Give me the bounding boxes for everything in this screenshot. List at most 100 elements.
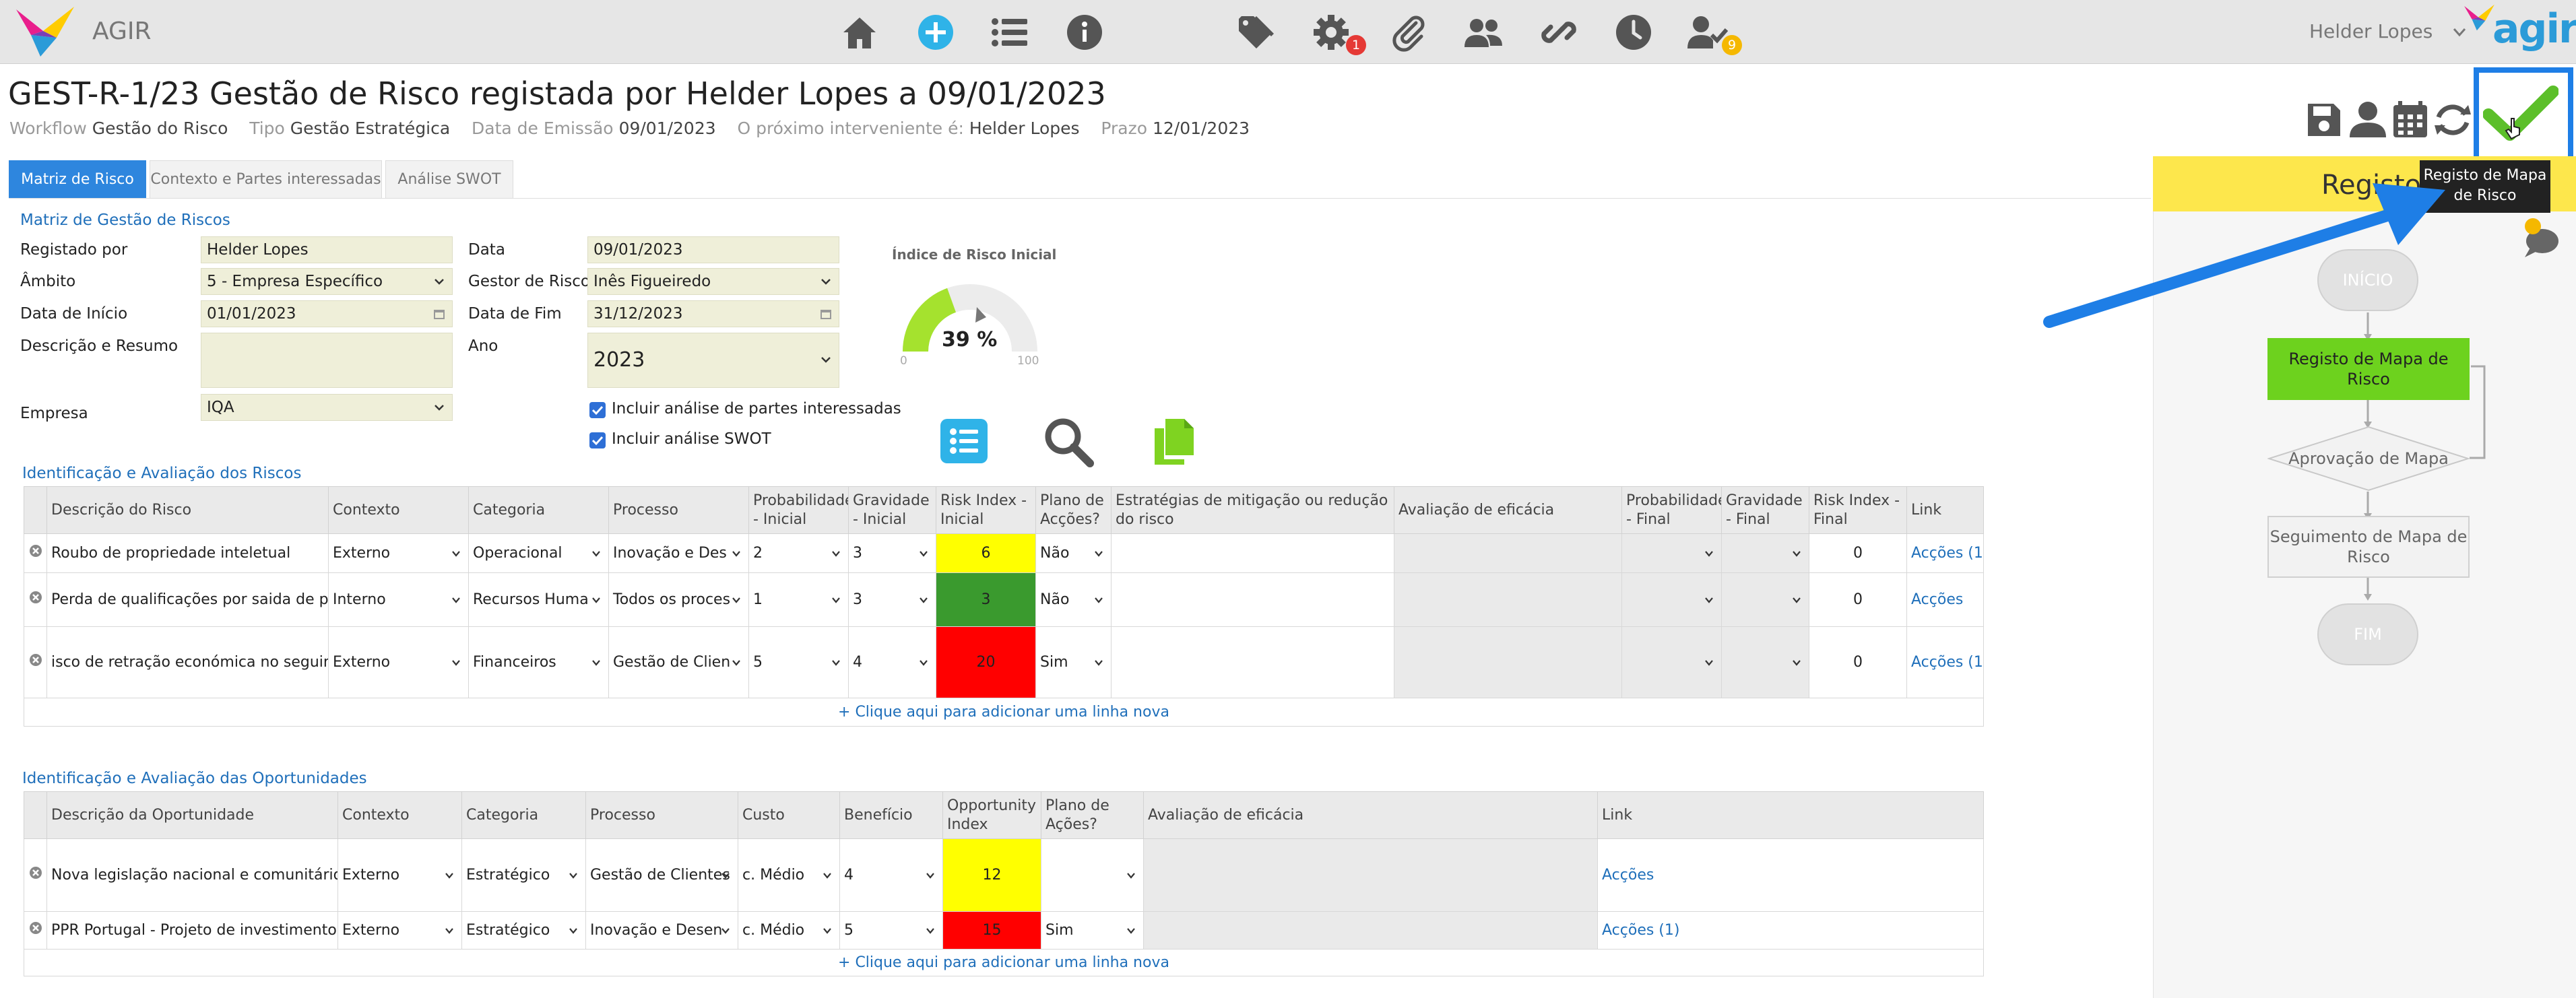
info-icon[interactable]	[1064, 12, 1105, 53]
calendar-icon[interactable]	[433, 308, 445, 320]
prob-final-select[interactable]	[1621, 533, 1722, 573]
plano-select[interactable]	[1041, 838, 1144, 912]
calendar-icon[interactable]	[820, 308, 832, 320]
contexto-select[interactable]: Externo	[328, 533, 469, 573]
tab-contexto[interactable]: Contexto e Partes interessadas	[150, 160, 382, 198]
registado-por-field[interactable]: Helder Lopes	[201, 236, 453, 263]
gravidade-select[interactable]: 3	[848, 572, 936, 627]
categoria-select[interactable]: Operacional	[468, 533, 609, 573]
processo-select[interactable]: Todos os proces	[608, 572, 749, 627]
workflow-node-registo[interactable]: Registo de Mapa de Risco	[2267, 338, 2470, 400]
chat-icon[interactable]	[2521, 214, 2561, 259]
estrategias-field[interactable]	[1111, 533, 1394, 573]
gravidade-select[interactable]: 3	[848, 533, 936, 573]
list-view-icon[interactable]	[940, 419, 988, 463]
users-icon[interactable]	[1463, 12, 1504, 53]
workflow-node-inicio[interactable]: INÍCIO	[2317, 249, 2418, 311]
estrategias-field[interactable]	[1111, 626, 1394, 698]
contexto-select[interactable]: Interno	[328, 572, 469, 627]
data-inicio-field[interactable]: 01/01/2023	[201, 300, 453, 327]
ano-select[interactable]: 2023	[587, 333, 839, 388]
risk-description-cell[interactable]: Perda de qualificações por saida de pess…	[46, 572, 329, 627]
contexto-select[interactable]: Externo	[337, 911, 462, 950]
search-icon[interactable]	[1043, 416, 1094, 467]
save-icon[interactable]	[2305, 101, 2343, 139]
probabilidade-select[interactable]: 2	[748, 533, 849, 573]
gravidade-select[interactable]: 4	[848, 626, 936, 698]
processo-select[interactable]: Gestão de Clien	[608, 626, 749, 698]
gestor-select[interactable]: Inês Figueiredo	[587, 268, 839, 295]
acoes-link[interactable]: Acções	[1597, 838, 1984, 912]
grav-final-select[interactable]	[1721, 572, 1809, 627]
ambito-select[interactable]: 5 - Empresa Específico	[201, 268, 453, 295]
remove-row-icon[interactable]	[24, 626, 47, 698]
custo-select[interactable]: c. Médio	[738, 838, 840, 912]
categoria-select[interactable]: Estratégico	[461, 838, 586, 912]
agir-logo-icon[interactable]	[13, 4, 78, 59]
acoes-link[interactable]: Acções	[1906, 572, 1984, 627]
plano-select[interactable]: Sim	[1035, 626, 1112, 698]
categoria-select[interactable]: Estratégico	[461, 911, 586, 950]
copy-documents-icon[interactable]	[1152, 418, 1196, 466]
tab-matriz-de-risco[interactable]: Matriz de Risco	[9, 160, 146, 198]
categoria-select[interactable]: Recursos Huma	[468, 572, 609, 627]
link-icon[interactable]	[1539, 12, 1579, 53]
prob-final-select[interactable]	[1621, 572, 1722, 627]
processo-select[interactable]: Gestão de Clientes	[585, 838, 738, 912]
gestor-label: Gestor de Risco	[468, 273, 590, 290]
grav-final-select[interactable]	[1721, 626, 1809, 698]
tag-icon[interactable]	[1236, 12, 1277, 53]
remove-row-icon[interactable]	[24, 572, 47, 627]
add-icon[interactable]	[915, 12, 956, 53]
partes-checkbox[interactable]	[589, 401, 606, 419]
risk-description-cell[interactable]: isco de retração económica no seguimento…	[46, 626, 329, 698]
probabilidade-select[interactable]: 5	[748, 626, 849, 698]
chevron-down-icon[interactable]	[2452, 26, 2467, 39]
empresa-select[interactable]: IQA	[201, 394, 453, 421]
add-opportunity-row-link[interactable]: + Clique aqui para adicionar uma linha n…	[24, 949, 1984, 976]
tab-analise-swot[interactable]: Análise SWOT	[385, 160, 513, 198]
grav-final-select[interactable]	[1721, 533, 1809, 573]
beneficio-select[interactable]: 5	[839, 911, 943, 950]
estrategias-field[interactable]	[1111, 572, 1394, 627]
clock-icon[interactable]	[1613, 12, 1654, 53]
descricao-field[interactable]	[201, 333, 453, 388]
acoes-link[interactable]: Acções (1)	[1597, 911, 1984, 950]
prob-final-select[interactable]	[1621, 626, 1722, 698]
attachment-icon[interactable]	[1389, 12, 1429, 53]
plano-select[interactable]: Não	[1035, 572, 1112, 627]
plano-select[interactable]: Sim	[1041, 911, 1144, 950]
refresh-icon[interactable]	[2433, 101, 2472, 139]
remove-row-icon[interactable]	[24, 911, 47, 950]
home-icon[interactable]	[839, 12, 880, 53]
tasks-icon[interactable]	[1687, 12, 1728, 53]
beneficio-select[interactable]: 4	[839, 838, 943, 912]
categoria-select[interactable]: Financeiros	[468, 626, 609, 698]
calendar-icon[interactable]	[2391, 100, 2429, 139]
contexto-select[interactable]: Externo	[337, 838, 462, 912]
add-risk-row-link[interactable]: + Clique aqui para adicionar uma linha n…	[24, 698, 1984, 727]
data-fim-field[interactable]: 31/12/2023	[587, 300, 839, 327]
contexto-select[interactable]: Externo	[328, 626, 469, 698]
workflow-node-aprovacao[interactable]: Aprovação de Mapa	[2288, 449, 2449, 468]
data-field[interactable]: 09/01/2023	[587, 236, 839, 263]
risk-description-cell[interactable]: Roubo de propriedade inteletual	[46, 533, 329, 573]
acoes-link[interactable]: Acções (1)	[1906, 533, 1984, 573]
user-menu[interactable]: Helder Lopes	[2309, 20, 2433, 42]
settings-icon[interactable]	[1311, 12, 1351, 53]
list-icon[interactable]	[990, 12, 1030, 53]
acoes-link[interactable]: Acções (1)	[1906, 626, 1984, 698]
workflow-node-seguimento[interactable]: Seguimento de Mapa de Risco	[2267, 516, 2470, 578]
opportunity-description-cell[interactable]: PPR Portugal - Projeto de investimento	[46, 911, 338, 950]
custo-select[interactable]: c. Médio	[738, 911, 840, 950]
user-icon[interactable]	[2348, 100, 2387, 139]
plano-select[interactable]: Não	[1035, 533, 1112, 573]
remove-row-icon[interactable]	[24, 533, 47, 573]
processo-select[interactable]: Inovação e Desen	[585, 911, 738, 950]
probabilidade-select[interactable]: 1	[748, 572, 849, 627]
processo-select[interactable]: Inovação e Des	[608, 533, 749, 573]
workflow-node-fim[interactable]: FIM	[2317, 603, 2418, 665]
remove-row-icon[interactable]	[24, 838, 47, 912]
swot-checkbox[interactable]	[589, 432, 606, 449]
opportunity-description-cell[interactable]: Nova legislação nacional e comunitário q…	[46, 838, 338, 912]
